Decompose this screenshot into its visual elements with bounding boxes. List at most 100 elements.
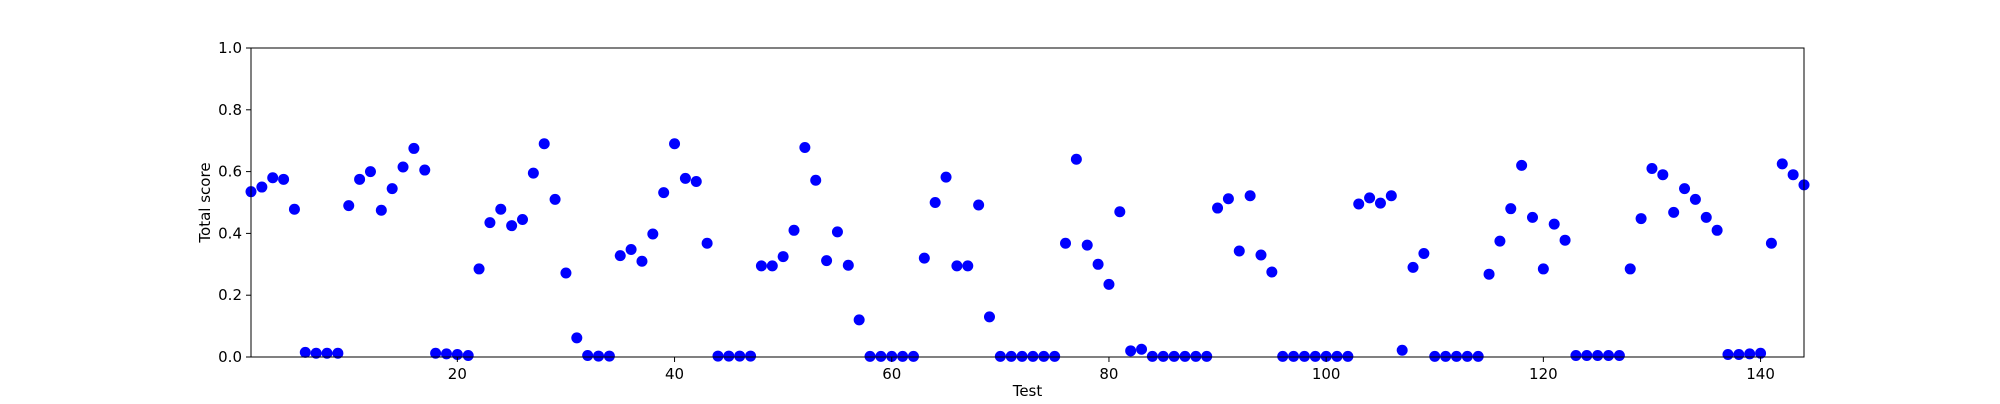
data-point [1049,350,1061,362]
data-point [1483,268,1495,280]
y-tick-label: 0.6 [218,163,242,181]
data-point [1526,211,1538,223]
data-point [1385,190,1397,202]
data-point [495,203,507,215]
data-point [929,197,941,208]
data-point [679,172,691,184]
data-point [462,349,474,361]
data-point [897,350,909,362]
x-tick-label: 140 [1746,365,1775,383]
data-point [1744,348,1756,360]
data-point [1505,203,1517,215]
data-point [669,138,681,150]
x-tick-label: 20 [448,365,467,383]
data-point [430,347,442,359]
data-point [397,161,409,173]
data-point [1624,263,1636,275]
data-point [973,199,985,211]
data-point [1114,206,1126,218]
data-point [1570,349,1582,361]
data-point [745,350,757,362]
x-axis-ticks: 20 40 60 80 100 120 140 [448,357,1775,383]
data-point [940,171,952,183]
data-point [1038,350,1050,362]
data-point [1255,249,1267,261]
data-point [1374,197,1386,209]
data-point [842,259,854,271]
data-point [1244,190,1256,202]
data-point [1700,211,1712,223]
data-point [1548,218,1560,230]
data-point [354,173,366,185]
y-tick-label: 0.2 [218,286,242,304]
data-point [1190,350,1202,362]
data-points [245,138,1810,362]
data-point [636,255,648,267]
data-point [1005,350,1017,362]
data-point [1581,349,1593,361]
data-point [506,220,518,232]
data-point [864,350,876,362]
data-point [603,350,615,362]
data-point [386,183,398,195]
data-point [1146,350,1158,362]
data-point [288,203,300,215]
data-point [1646,163,1658,175]
data-point [1331,350,1343,362]
data-point [1092,258,1104,270]
data-point [755,260,767,272]
data-point [538,138,550,150]
x-tick-label: 40 [665,365,684,383]
data-point [875,350,887,362]
data-point [1081,239,1093,251]
data-point [1472,350,1484,362]
data-point [256,181,268,193]
data-point [1103,278,1115,290]
data-point [614,250,626,262]
data-point [1765,237,1777,249]
data-point [571,332,583,344]
data-point [1668,206,1680,218]
data-point [321,347,333,359]
data-point [647,228,659,240]
data-point [527,167,539,179]
data-point [1787,169,1799,181]
data-point [1635,213,1647,225]
data-point [886,350,898,362]
data-point [1559,234,1571,246]
x-tick-label: 120 [1529,365,1558,383]
data-point [1733,349,1745,361]
data-point [1418,247,1430,259]
data-point [1353,198,1365,210]
data-point [1592,349,1604,361]
data-point [918,252,930,264]
data-point [278,173,290,185]
data-point [1755,347,1767,359]
data-point [1711,224,1723,236]
data-point [1450,350,1462,362]
data-point [1603,349,1615,361]
data-point [712,350,724,362]
data-point [375,204,387,216]
y-tick-label: 0.4 [218,224,242,242]
data-point [1440,350,1452,362]
data-point [1288,350,1300,362]
data-point [1722,349,1734,361]
y-tick-label: 1.0 [218,39,242,57]
data-point [907,350,919,362]
data-point [994,350,1006,362]
data-point [1233,245,1245,257]
data-point [810,174,822,186]
data-point [1407,261,1419,273]
x-tick-label: 80 [1099,365,1118,383]
x-axis-label: Test [1012,382,1043,400]
data-point [777,251,789,263]
data-point [690,175,702,187]
data-point [299,346,311,358]
data-point [1070,153,1082,165]
data-point [473,263,485,275]
data-point [1168,350,1180,362]
data-point [1516,159,1528,171]
data-point [1679,183,1691,195]
